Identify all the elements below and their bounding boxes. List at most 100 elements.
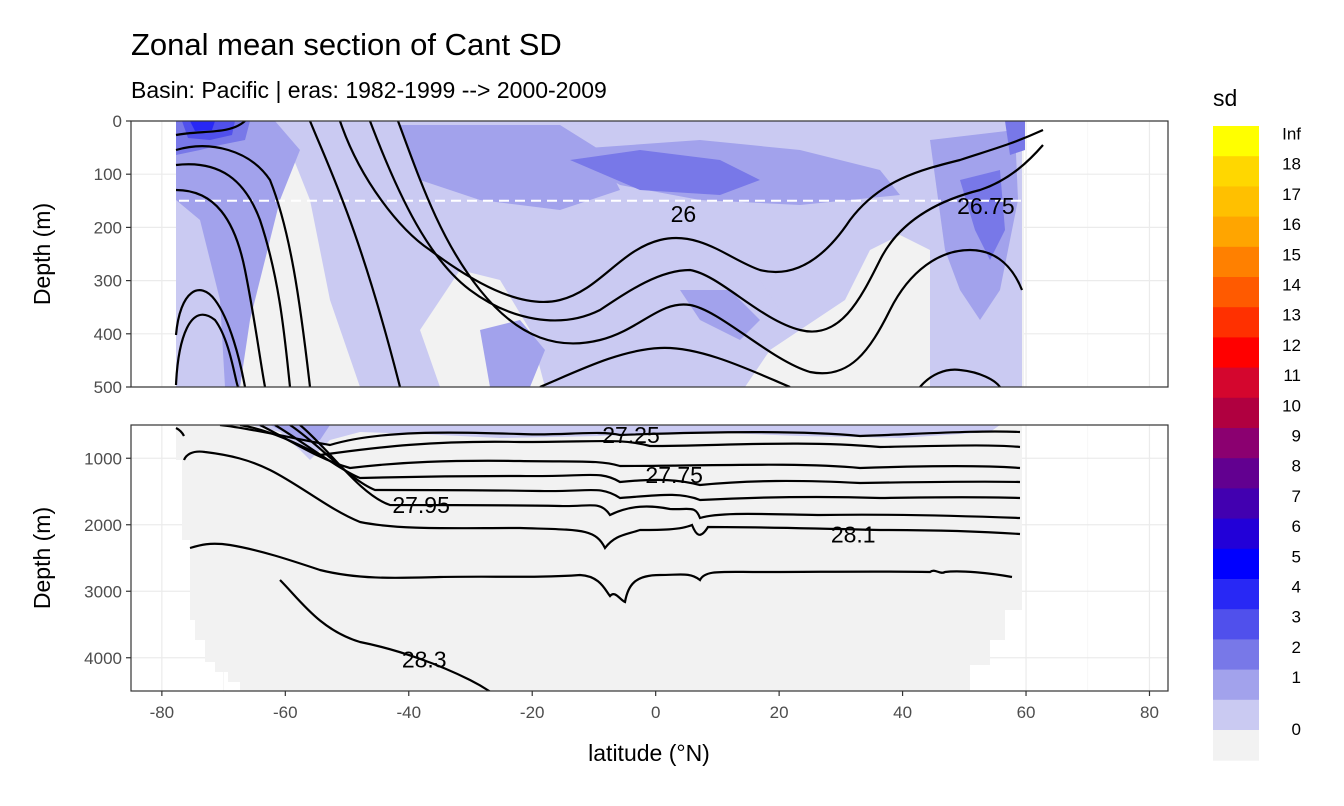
- legend-swatch-10: [1213, 428, 1259, 459]
- legend-swatch-16: [1213, 609, 1259, 640]
- top-y-tick-label-4: 400: [94, 325, 122, 344]
- legend-swatch-8: [1213, 367, 1259, 399]
- top-y-tick-label-1: 100: [94, 165, 122, 184]
- bottom-sd-band-0: [176, 425, 1022, 691]
- legend-swatch-18: [1213, 669, 1259, 701]
- legend-swatch-15: [1213, 579, 1259, 610]
- legend-label-7: 12: [1282, 336, 1301, 355]
- x-axis-title: latitude (°N): [588, 740, 710, 766]
- top-y-axis: 0 100 200 300 400 500: [94, 112, 131, 397]
- top-y-tick-label-0: 0: [113, 112, 122, 131]
- x-tick-label-7: 60: [1017, 703, 1036, 722]
- legend-swatch-3: [1213, 216, 1259, 248]
- bottom-contour-6: [289, 425, 1021, 502]
- legend-title: sd: [1213, 85, 1237, 111]
- bottom-contour-4: [259, 425, 1021, 470]
- bottom-contour-label-0: 27.25: [602, 422, 660, 448]
- bottom-contour-9: [189, 542, 1013, 604]
- top-contour-11: [539, 346, 791, 387]
- legend-label-6: 13: [1282, 306, 1301, 325]
- top-panel-border: [130, 120, 1169, 388]
- top-contour-2: [175, 145, 312, 387]
- legend-label-3: 16: [1282, 215, 1301, 234]
- top-contour-3: [175, 163, 292, 387]
- top-contour-label-1: 26.75: [957, 193, 1015, 219]
- bottom-y-tick-label-1: 2000: [84, 516, 122, 535]
- bottom-contour-2: [219, 425, 1021, 447]
- legend-label-11: 8: [1292, 457, 1301, 476]
- top-sd-band-2-b: [400, 125, 620, 210]
- top-y-tick-label-2: 200: [94, 218, 122, 237]
- bottom-contour-10: [279, 579, 492, 691]
- chart-title: Zonal mean section of Cant SD: [131, 27, 562, 62]
- bottom-y-axis-title: Depth (m): [29, 507, 55, 609]
- top-contour-10: [396, 121, 1024, 375]
- top-contour-1: [175, 121, 246, 137]
- legend-label-2: 17: [1282, 185, 1301, 204]
- top-sd-band-2-e: [480, 320, 545, 387]
- top-contour-8: [338, 121, 1044, 304]
- legend-swatch-19: [1213, 699, 1259, 731]
- x-tick-label-4: 0: [651, 703, 660, 722]
- bottom-y-tick-label-3: 4000: [84, 649, 122, 668]
- top-sd-band-5: [190, 121, 215, 131]
- top-panel: 26 26.75 0 100 200 300 400 500 Depth (m): [29, 112, 1169, 397]
- bottom-panel-border: [130, 424, 1169, 692]
- legend-label-15: 4: [1292, 578, 1301, 597]
- x-axis: -80 -60 -40 -20 0 20 40 60 80: [150, 691, 1159, 722]
- legend-swatch-13: [1213, 518, 1259, 550]
- x-tick-label-3: -20: [520, 703, 545, 722]
- top-sd-band-3-b: [570, 150, 760, 195]
- x-tick-label-8: 80: [1140, 703, 1159, 722]
- legend-label-17: 2: [1292, 638, 1301, 657]
- top-panel-field: [176, 121, 1025, 387]
- top-contours: [174, 121, 1044, 387]
- legend-swatch-1: [1213, 156, 1259, 187]
- bottom-contour-label-4: 28.3: [402, 647, 447, 673]
- top-contour-9: [368, 121, 1044, 333]
- legend-label-10: 9: [1292, 427, 1301, 446]
- legend-swatch-17: [1213, 639, 1259, 671]
- legend-swatches: [1213, 126, 1259, 761]
- top-y-axis-title: Depth (m): [29, 203, 55, 305]
- legend-label-18: 1: [1292, 668, 1301, 687]
- bottom-contour-label-2: 27.95: [392, 492, 450, 518]
- bottom-y-tick-label-2: 3000: [84, 582, 122, 601]
- top-contour-7: [308, 121, 402, 387]
- bottom-contour-8: [182, 450, 1021, 551]
- bottom-contour-label-1: 27.75: [645, 462, 703, 488]
- bottom-contour-labels: 27.25 27.75 27.95 28.1 28.3: [392, 422, 875, 673]
- top-y-tick-label-5: 500: [94, 378, 122, 397]
- top-y-tick-label-3: 300: [94, 272, 122, 291]
- top-contour-labels: 26 26.75: [671, 193, 1015, 227]
- legend-label-19: 0: [1292, 720, 1301, 739]
- legend-label-1: 18: [1282, 155, 1301, 174]
- legend-swatch-12: [1213, 488, 1259, 520]
- top-sd-band-3-d: [1005, 121, 1025, 155]
- bottom-contour-7: [299, 425, 1021, 520]
- legend-swatch-7: [1213, 337, 1259, 369]
- legend-swatch-11: [1213, 458, 1259, 489]
- legend-swatch-5: [1213, 277, 1259, 308]
- top-contour-5: [174, 289, 247, 387]
- legend-label-13: 6: [1292, 517, 1301, 536]
- top-sd-band-2: [176, 121, 300, 387]
- bottom-y-tick-label-0: 1000: [84, 449, 122, 468]
- bottom-contour-label-3: 28.1: [831, 522, 876, 548]
- chart-subtitle: Basin: Pacific | eras: 1982-1999 --> 200…: [131, 77, 607, 103]
- x-tick-label-5: 20: [770, 703, 789, 722]
- legend-swatch-0: [1213, 126, 1259, 157]
- legend-swatch-4: [1213, 246, 1259, 278]
- legend-swatch-14: [1213, 548, 1259, 580]
- top-contour-6: [174, 313, 240, 387]
- top-sd-band-2-f: [680, 290, 760, 340]
- legend-swatch-6: [1213, 307, 1259, 338]
- legend-label-16: 3: [1292, 608, 1301, 627]
- legend-label-8: 11: [1283, 366, 1301, 385]
- legend-swatch-2: [1213, 186, 1259, 218]
- x-tick-label-2: -40: [396, 703, 421, 722]
- x-tick-label-1: -60: [273, 703, 298, 722]
